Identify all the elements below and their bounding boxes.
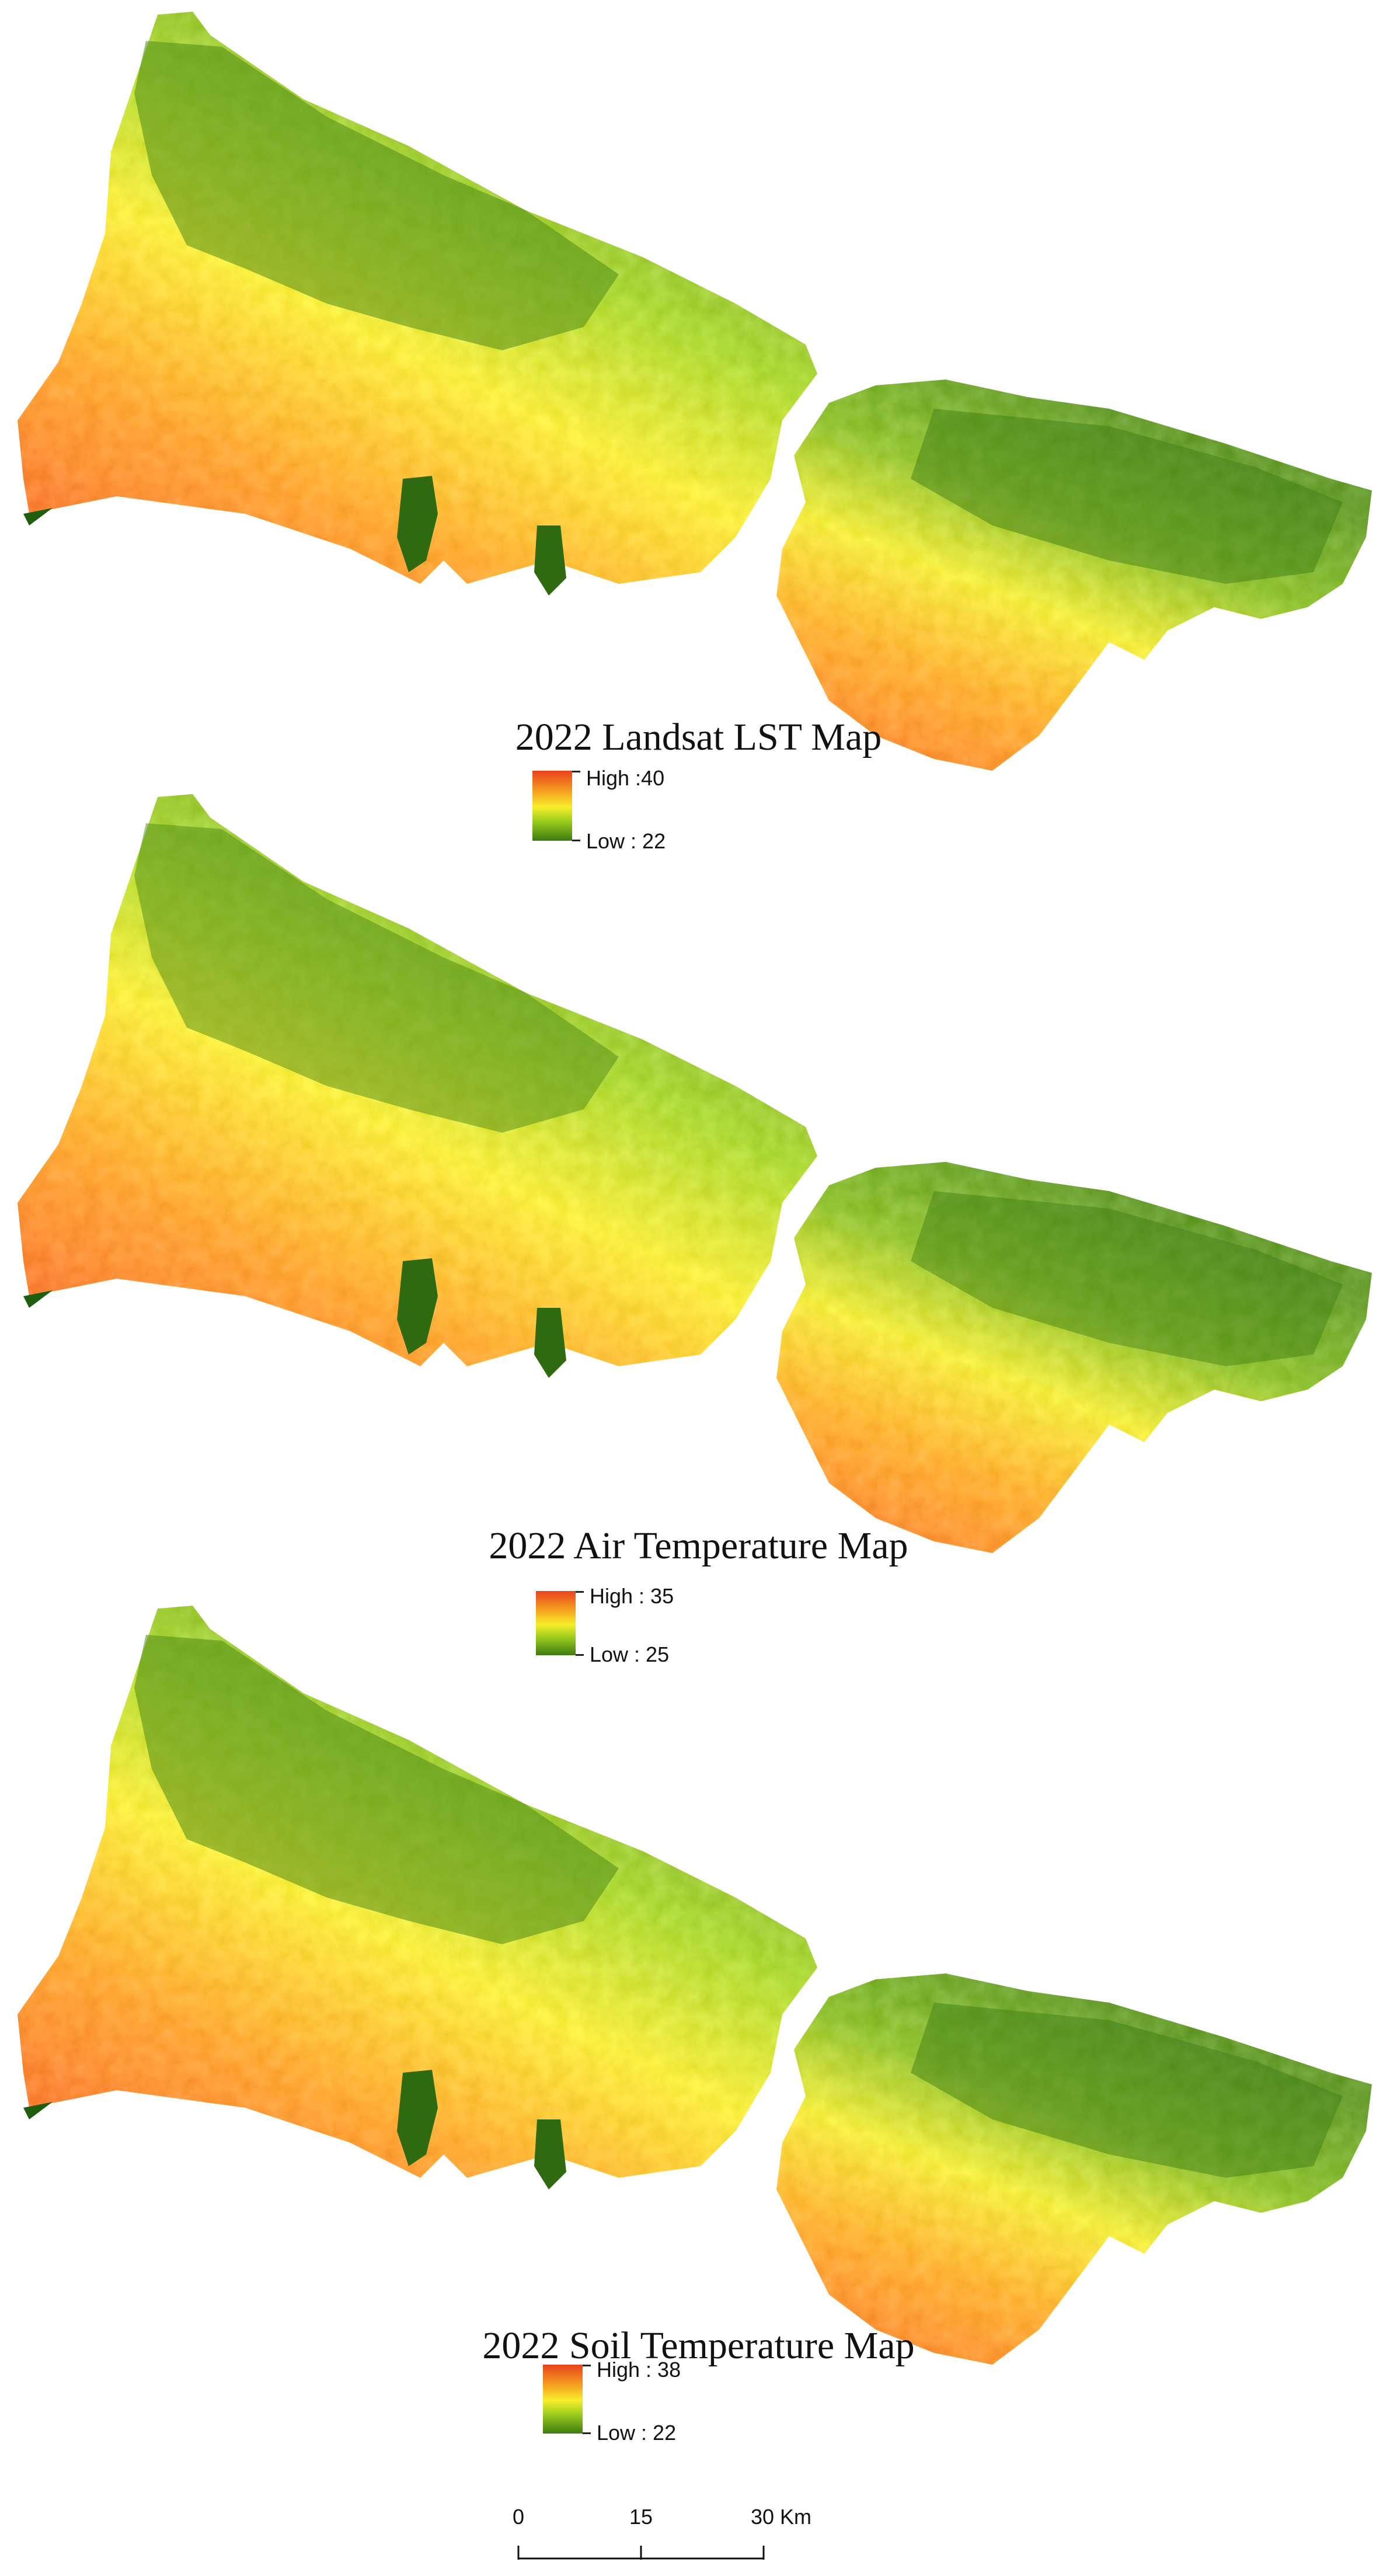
map-title: 2022 Air Temperature Map [489,1524,908,1567]
lake-1 [397,476,438,572]
map-panel-soil: 2022 Soil Temperature Map High : 38 Low … [0,1594,1397,2505]
forest-patch [134,41,619,350]
lake-1 [397,1258,438,1355]
legend-high-label: High : 35 [590,1584,674,1608]
east-landmass [776,1162,1372,1553]
legend-tick [576,1654,584,1656]
lake-2 [534,525,566,596]
lake-1 [397,2070,438,2166]
legend-tick [572,840,580,841]
air-temperature-map [18,794,1372,1553]
forest-patch [134,1635,619,1944]
map-title: 2022 Landsat LST Map [515,716,882,758]
legend-high-label: High : 38 [597,2358,681,2382]
legend-tick [572,771,580,772]
coastal-point [23,2102,53,2119]
map-title: 2022 Soil Temperature Map [482,2324,915,2367]
legend-color-ramp [532,771,572,841]
east-forest-patch [911,1191,1343,1366]
scale-bar-line [517,2546,765,2560]
east-forest-patch [911,409,1343,584]
scale-label-0: 0 [512,2505,525,2529]
legend-color-ramp [543,2365,583,2434]
soil-temperature-map [18,1606,1372,2365]
scale-label-15: 15 [629,2505,653,2529]
lake-2 [534,2119,566,2189]
coastal-point [23,1290,53,1308]
map-panel-lst: 2022 Landsat LST Map High :40 Low : 22 [0,0,1397,853]
coastal-point [23,508,53,525]
east-forest-patch [911,2003,1343,2178]
lake-2 [534,1308,566,1378]
legend-low-label: Low : 25 [590,1642,670,1666]
scale-bar: 0 15 30 Km [512,2505,811,2569]
legend-tick [583,2432,591,2434]
legend-color-ramp [536,1591,576,1655]
legend-low-label: Low : 22 [597,2421,677,2445]
legend-low-label: Low : 22 [586,829,666,853]
map-panel-air: 2022 Air Temperature Map High : 35 Low :… [0,782,1397,1666]
legend-tick [576,1591,584,1593]
legend-tick [583,2365,591,2366]
legend-high-label: High :40 [586,766,665,790]
scale-label-30: 30 Km [750,2505,812,2529]
lst-map [18,12,1372,771]
forest-patch [134,823,619,1133]
